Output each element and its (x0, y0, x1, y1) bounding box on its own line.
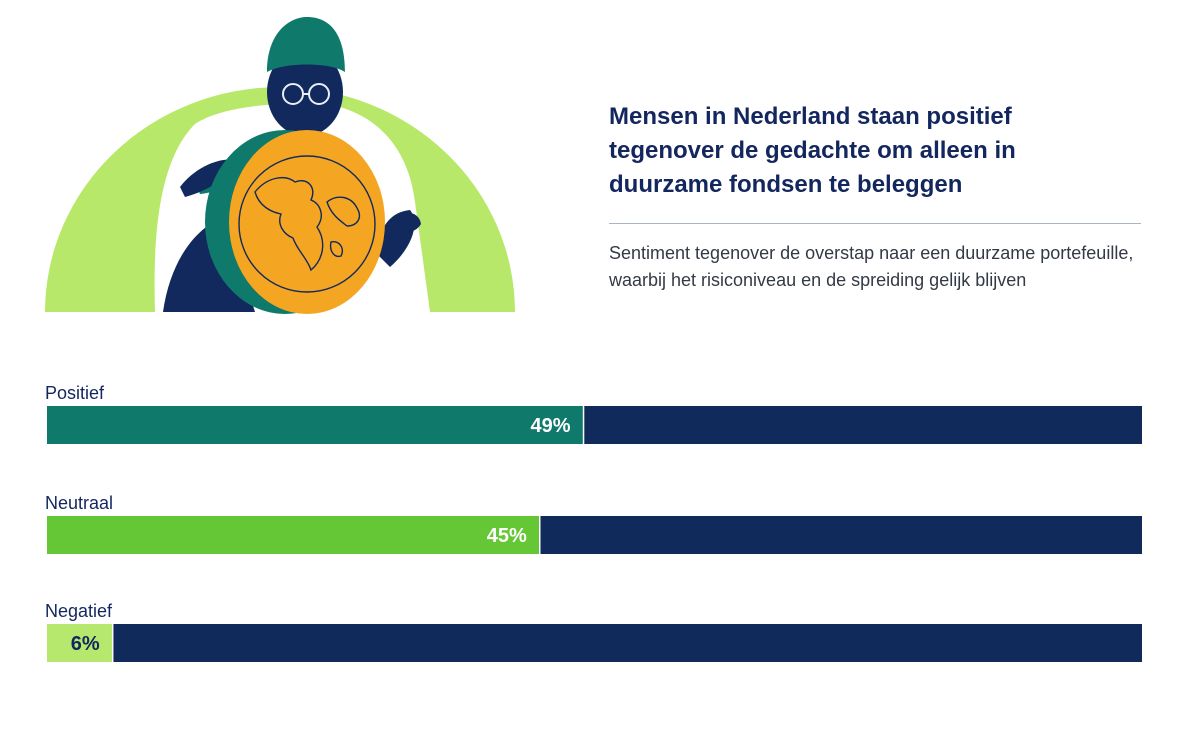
chart-title: Mensen in Nederland staan positief tegen… (609, 103, 1016, 198)
bar-value (47, 516, 540, 554)
category-label: Neutraal (45, 493, 113, 513)
bar-row-negatief: Negatief 6% (45, 601, 1142, 662)
category-label: Negatief (45, 601, 113, 621)
value-label: 45% (487, 525, 527, 547)
bar-track (47, 624, 1142, 662)
bar-row-positief: Positief 49% (45, 383, 1142, 444)
bar-value (47, 624, 113, 662)
illustration-person-holding-globe (45, 17, 515, 314)
value-label: 6% (71, 633, 100, 655)
chart-subtitle: Sentiment tegenover de overstap naar een… (609, 243, 1134, 290)
category-label: Positief (45, 383, 105, 403)
title-divider (609, 223, 1141, 224)
bar-row-neutraal: Neutraal 45% (45, 493, 1142, 554)
value-label: 49% (531, 415, 571, 437)
bar-value (47, 406, 584, 444)
